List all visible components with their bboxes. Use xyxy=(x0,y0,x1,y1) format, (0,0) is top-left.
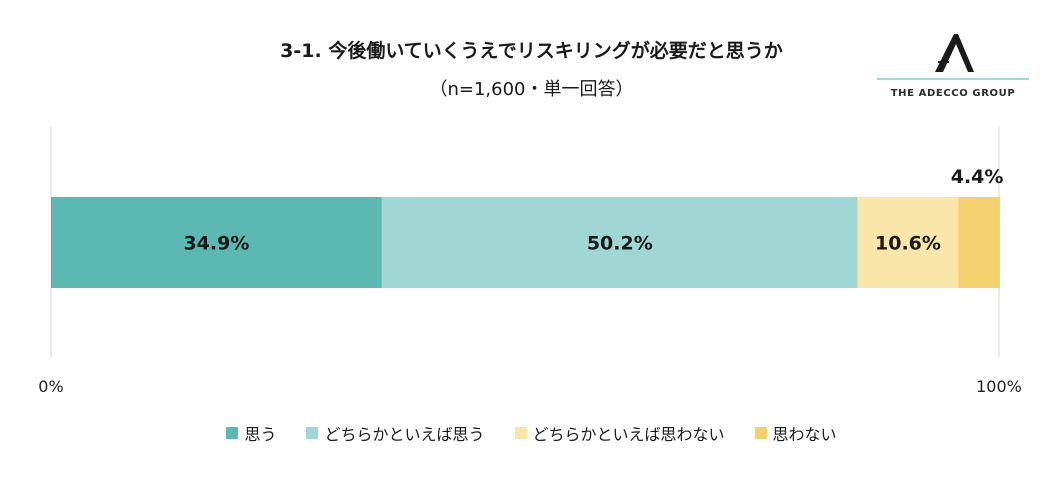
legend-item-2: どちらかといえば思わない xyxy=(514,421,725,445)
bar-label-2: 10.6% xyxy=(875,233,941,255)
bar-segment-3 xyxy=(958,197,1000,288)
bar-segment-0 xyxy=(51,197,382,288)
legend-swatch-1 xyxy=(306,427,319,439)
bar-label-0: 34.9% xyxy=(183,233,249,255)
adecco-logo-mark xyxy=(877,34,1029,80)
adecco-logo-text: THE ADECCO GROUP xyxy=(890,88,1016,99)
bar-label-1: 50.2% xyxy=(587,233,653,255)
chart-title: 3-1. 今後働いていくうえでリスキリングが必要だと思うか xyxy=(280,40,783,62)
bar-segment-1 xyxy=(381,197,858,288)
x-tick-label-1: 100% xyxy=(976,377,1022,396)
bar-segment-2 xyxy=(857,197,959,288)
legend-label-2: どちらかといえば思わない xyxy=(532,425,725,444)
legend-label-0: 思う xyxy=(244,425,277,444)
legend-item-3: 思わない xyxy=(754,421,837,445)
legend: 思う どちらかといえば思う どちらかといえば思わない 思わない xyxy=(0,421,1063,445)
legend-swatch-2 xyxy=(514,427,527,439)
adecco-logo: THE ADECCO GROUP xyxy=(877,30,1029,102)
chart-subtitle: （n=1,600・単一回答） xyxy=(429,79,634,100)
legend-swatch-3 xyxy=(754,427,767,439)
bar-data-labels: 34.9% 50.2% 10.6% 4.4% xyxy=(183,166,1003,255)
legend-item-1: どちらかといえば思う xyxy=(306,421,485,445)
bar-label-3: 4.4% xyxy=(951,166,1004,188)
legend-label-1: どちらかといえば思う xyxy=(324,425,485,444)
x-tick-label-0: 0% xyxy=(38,377,63,396)
legend-item-0: 思う xyxy=(226,421,276,445)
legend-swatch-0 xyxy=(226,427,239,439)
x-axis-ticks: 0% 100% xyxy=(38,377,1022,396)
legend-label-3: 思わない xyxy=(772,425,837,444)
bar-segments xyxy=(51,197,1000,288)
